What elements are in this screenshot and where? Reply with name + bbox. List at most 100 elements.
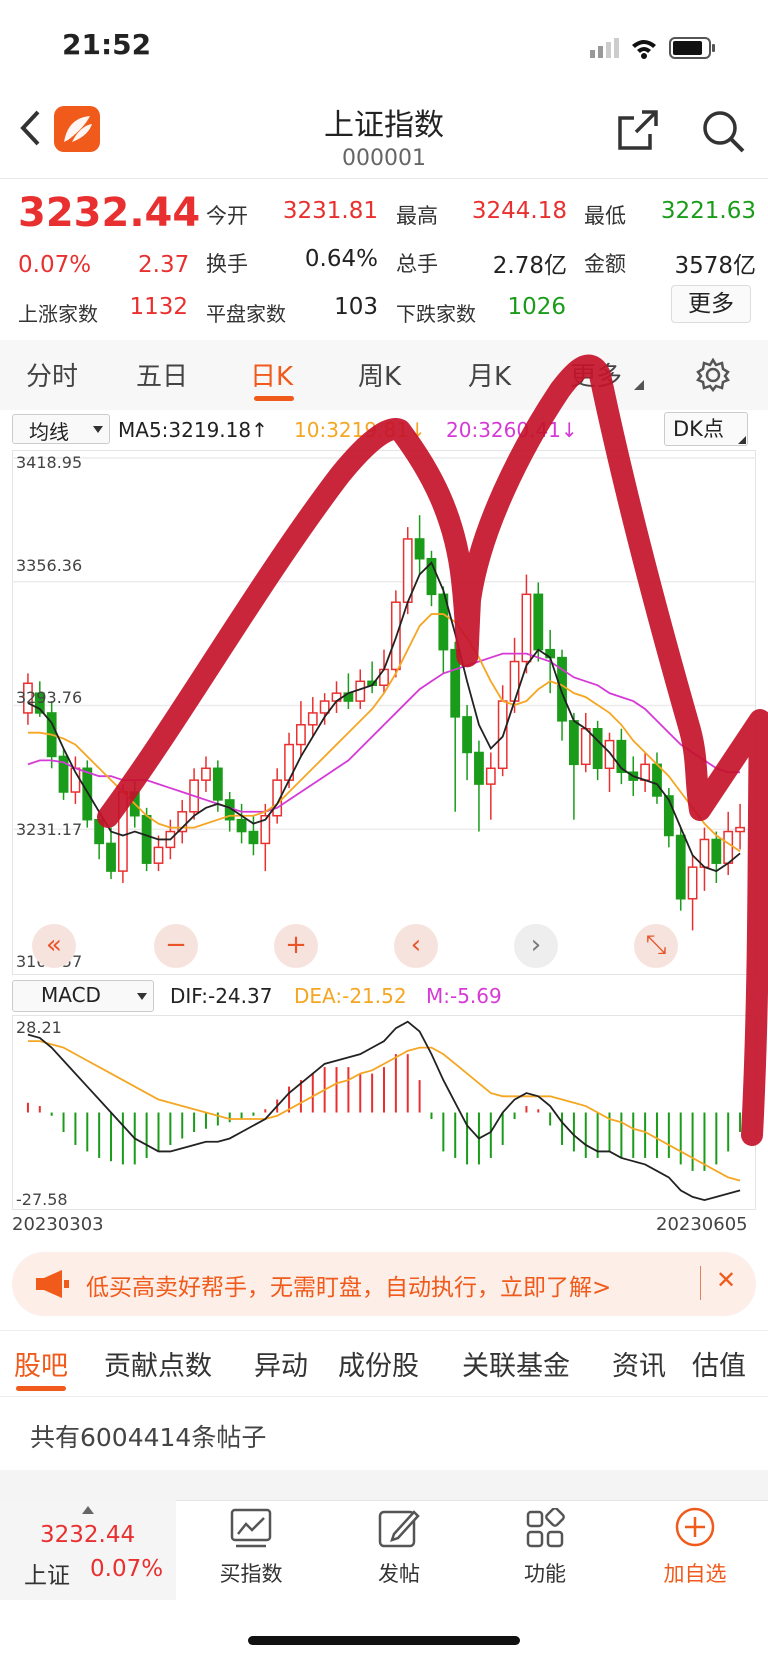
change-pct: 0.07% xyxy=(18,252,92,278)
candle xyxy=(699,827,710,891)
scroll-right-button[interactable]: › xyxy=(514,924,558,968)
tab-five-day[interactable]: 五日 xyxy=(136,362,189,392)
candle xyxy=(450,641,461,812)
candle xyxy=(367,661,378,694)
post-count: 共有6004414条帖子 xyxy=(30,1423,267,1452)
ma20-value: 20:3260.41↓ xyxy=(446,418,578,442)
candle xyxy=(343,673,354,709)
candle xyxy=(640,752,651,793)
candle xyxy=(189,768,200,820)
status-icons xyxy=(590,37,715,59)
macd-bottom-label: -27.58 xyxy=(16,1190,68,1209)
dk-point-button[interactable]: DK点 xyxy=(664,412,748,446)
zoom-in-button[interactable]: + xyxy=(274,924,318,968)
home-indicator xyxy=(248,1636,520,1645)
more-button[interactable]: 更多 xyxy=(671,285,751,323)
macd-chart[interactable] xyxy=(12,1015,756,1210)
stock-code: 000001 xyxy=(342,146,426,171)
post-label[interactable]: 发帖 xyxy=(378,1562,420,1586)
megaphone-icon xyxy=(36,1270,69,1298)
tab-more[interactable]: 更多 xyxy=(570,362,623,392)
chevron-down-icon xyxy=(137,993,147,1000)
tab-weekly-k[interactable]: 周K xyxy=(358,362,402,392)
active-tab-indicator xyxy=(16,1386,66,1391)
dea-value: DEA:-21.52 xyxy=(294,984,407,1008)
candle xyxy=(201,756,211,793)
tab-forum[interactable]: 股吧 xyxy=(14,1351,68,1382)
wifi-icon xyxy=(632,40,656,59)
ma5-value: MA5:3219.18↑ xyxy=(118,418,268,442)
dropdown-triangle-icon xyxy=(738,436,746,444)
banner-close-icon[interactable]: ✕ xyxy=(716,1266,737,1294)
grid-apps-icon[interactable] xyxy=(526,1508,566,1548)
volume-value: 2.78亿 xyxy=(492,253,567,279)
candle xyxy=(260,803,271,872)
dk-point-label: DK点 xyxy=(673,417,724,441)
search-icon[interactable] xyxy=(700,108,746,154)
buy-index-label[interactable]: 买指数 xyxy=(219,1562,283,1586)
mini-pct: 0.07% xyxy=(90,1556,164,1582)
ma10-value: 10:3219.81↓ xyxy=(294,418,426,442)
y-tick-label: 3356.36 xyxy=(16,556,83,575)
signal-icon xyxy=(590,38,619,58)
volume-label: 总手 xyxy=(396,252,438,276)
fullscreen-button[interactable]: ⤡ xyxy=(634,924,678,968)
candle xyxy=(521,574,532,674)
tab-movement[interactable]: 异动 xyxy=(254,1351,308,1382)
page-title: 上证指数 xyxy=(324,108,444,143)
tab-news[interactable]: 资讯 xyxy=(612,1351,666,1382)
zoom-out-button[interactable]: − xyxy=(154,924,198,968)
high-label: 最高 xyxy=(396,204,438,228)
indicator-select-label: 均线 xyxy=(29,420,69,444)
candle xyxy=(58,748,69,800)
function-label[interactable]: 功能 xyxy=(524,1562,566,1586)
tab-contribution[interactable]: 贡献点数 xyxy=(104,1351,212,1382)
candle xyxy=(272,768,283,824)
candle xyxy=(70,756,81,804)
dropdown-triangle-icon xyxy=(634,380,644,390)
candle xyxy=(592,720,603,781)
divider xyxy=(0,1330,768,1331)
candle xyxy=(711,831,722,883)
divider xyxy=(0,178,768,179)
chart-trend-icon[interactable] xyxy=(230,1508,272,1548)
banner-text: 低买高卖好帮手，无需盯盘，自动执行，立即了解> xyxy=(86,1275,612,1301)
candle xyxy=(34,681,45,717)
m-value: M:-5.69 xyxy=(426,984,502,1008)
add-watchlist-icon[interactable] xyxy=(674,1506,716,1548)
turnover-value: 0.64% xyxy=(304,246,378,272)
scroll-left-fast-button[interactable]: « xyxy=(32,924,76,968)
turnover-label: 换手 xyxy=(206,252,248,276)
candle xyxy=(426,550,437,607)
indicator-select[interactable]: 均线 xyxy=(12,414,110,444)
candle xyxy=(106,827,116,880)
active-tab-indicator xyxy=(254,396,294,401)
tab-valuation[interactable]: 估值 xyxy=(692,1351,746,1382)
add-watchlist-label[interactable]: 加自选 xyxy=(663,1562,727,1586)
tab-constituents[interactable]: 成份股 xyxy=(338,1351,419,1382)
high-value: 3244.18 xyxy=(471,198,567,224)
scroll-left-button[interactable]: ‹ xyxy=(394,924,438,968)
decline-label: 下跌家数 xyxy=(396,302,476,326)
promo-banner[interactable]: 低买高卖好帮手，无需盯盘，自动执行，立即了解> ✕ xyxy=(12,1252,756,1316)
tab-monthly-k[interactable]: 月K xyxy=(468,362,512,392)
settings-gear-icon[interactable] xyxy=(696,358,730,392)
kline-chart[interactable] xyxy=(12,450,756,975)
change-value: 2.37 xyxy=(138,252,190,278)
candle xyxy=(224,792,235,832)
back-chevron-icon[interactable] xyxy=(18,110,42,146)
tab-intraday[interactable]: 分时 xyxy=(26,362,79,392)
share-icon[interactable] xyxy=(616,108,660,152)
candle xyxy=(735,803,745,850)
mini-quote[interactable] xyxy=(0,1500,176,1600)
macd-select[interactable]: MACD xyxy=(12,980,154,1012)
macd-top-label: 28.21 xyxy=(16,1018,62,1037)
candle xyxy=(474,740,484,832)
edit-post-icon[interactable] xyxy=(378,1508,420,1550)
end-date: 20230605 xyxy=(656,1214,748,1235)
tab-related-funds[interactable]: 关联基金 xyxy=(462,1351,570,1382)
candle xyxy=(580,712,591,773)
candle xyxy=(604,732,615,793)
tab-daily-k[interactable]: 日K xyxy=(250,362,294,392)
